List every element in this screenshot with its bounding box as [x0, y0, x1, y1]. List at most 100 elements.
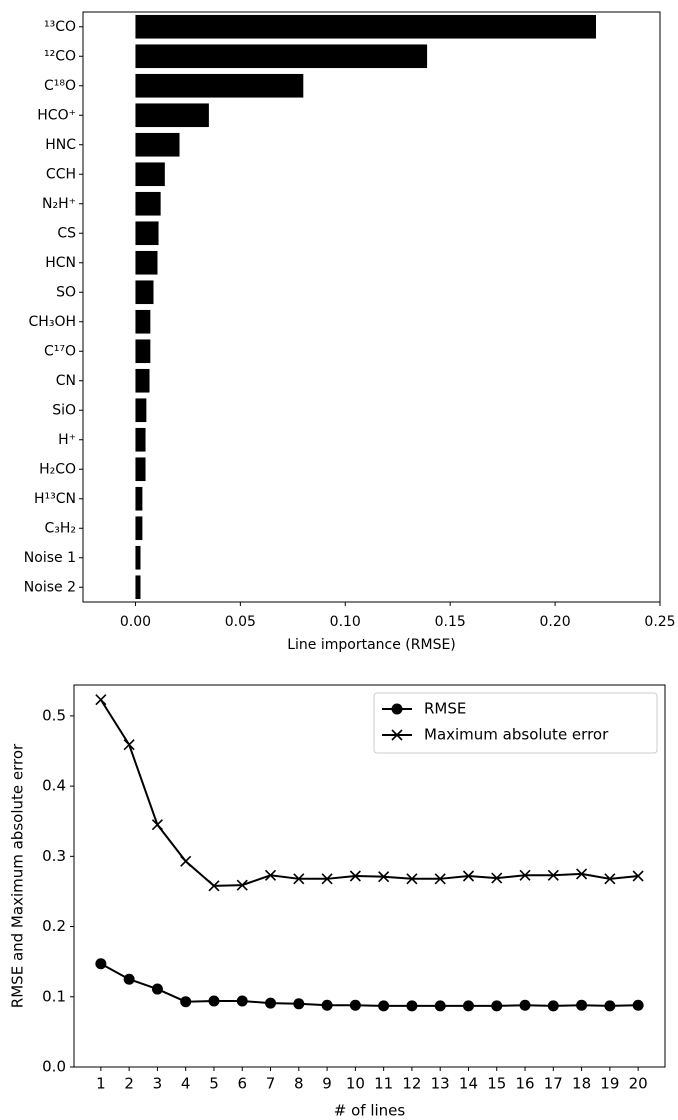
marker	[491, 1000, 503, 1012]
y-tick-label: C¹⁷O	[44, 343, 76, 359]
y-tick-label: 0.0	[42, 1058, 66, 1076]
y-tick-label: CCH	[46, 166, 76, 182]
x-axis-label: Line importance (RMSE)	[287, 637, 456, 653]
marker	[547, 869, 559, 881]
marker	[632, 999, 644, 1011]
marker	[462, 870, 475, 882]
marker	[434, 873, 446, 885]
bar	[135, 132, 180, 157]
marker	[519, 869, 531, 881]
bar	[135, 191, 161, 216]
y-tick-label: C₃H₂	[44, 520, 76, 536]
bar	[135, 221, 159, 246]
marker	[547, 1000, 559, 1012]
marker	[264, 869, 277, 881]
bar	[135, 368, 150, 393]
marker	[95, 958, 107, 970]
x-tick-label: 0.20	[540, 614, 571, 630]
marker	[208, 880, 220, 892]
x-tick-label: 16	[515, 1075, 534, 1093]
bar	[135, 280, 154, 305]
x-tick-label: 2	[124, 1075, 134, 1093]
x-tick-label: 6	[237, 1075, 247, 1093]
y-tick-label: CH₃OH	[29, 314, 76, 330]
marker	[604, 873, 616, 885]
marker	[123, 973, 135, 985]
bar	[135, 486, 143, 511]
x-tick-label: 7	[266, 1075, 276, 1093]
bar	[135, 309, 151, 334]
legend-label: RMSE	[424, 700, 466, 718]
x-tick-label: 0.05	[225, 614, 256, 630]
y-tick-label: ¹³CO	[44, 19, 76, 35]
y-tick-label: C¹⁸O	[44, 78, 76, 94]
y-axis-label: RMSE and Maximum absolute error	[9, 743, 27, 1008]
bar	[135, 457, 146, 482]
y-tick-label: Noise 2	[24, 579, 76, 595]
plot-frame	[73, 684, 666, 1068]
marker	[151, 983, 163, 995]
x-tick-label: 0.15	[435, 614, 466, 630]
marker	[406, 1000, 418, 1012]
y-tick-label: H¹³CN	[34, 491, 76, 507]
x-tick-label: 19	[600, 1075, 619, 1093]
marker	[293, 873, 305, 885]
y-tick-label: HCN	[45, 255, 76, 271]
marker	[378, 871, 390, 883]
marker	[151, 819, 163, 831]
plot-frame	[82, 11, 661, 603]
marker	[321, 999, 333, 1011]
x-tick-label: 9	[322, 1075, 332, 1093]
x-tick-label: 15	[487, 1075, 506, 1093]
y-tick-label: 0.2	[42, 917, 66, 935]
bar	[135, 250, 158, 275]
x-tick-label: 8	[294, 1075, 304, 1093]
x-tick-label: 10	[346, 1075, 365, 1093]
marker	[123, 739, 135, 751]
x-tick-label: 0.00	[120, 614, 151, 630]
marker	[208, 995, 220, 1007]
marker	[391, 703, 403, 715]
marker	[462, 1000, 474, 1012]
marker	[293, 998, 305, 1010]
bar	[135, 575, 141, 600]
x-tick-label: 0.10	[330, 614, 361, 630]
x-tick-label: 12	[402, 1075, 421, 1093]
y-tick-label: Noise 1	[24, 550, 76, 566]
x-tick-label: 4	[181, 1075, 191, 1093]
bar	[135, 44, 428, 69]
marker	[236, 879, 248, 891]
marker	[434, 1000, 446, 1012]
y-tick-label: 0.3	[42, 847, 66, 865]
x-tick-label: 5	[209, 1075, 219, 1093]
y-tick-label: CN	[56, 373, 76, 389]
marker	[519, 999, 531, 1011]
marker	[604, 1000, 616, 1012]
y-tick-label: SiO	[52, 402, 76, 418]
x-tick-label: 0.25	[644, 614, 675, 630]
x-tick-label: 14	[459, 1075, 478, 1093]
y-tick-label: HCO⁺	[37, 107, 76, 123]
y-tick-label: 0.5	[42, 706, 66, 724]
y-tick-label: H₂CO	[39, 461, 76, 477]
x-tick-label: 11	[374, 1075, 393, 1093]
marker	[180, 996, 192, 1008]
x-tick-label: 18	[572, 1075, 591, 1093]
marker	[180, 855, 192, 867]
x-tick-label: 3	[153, 1075, 163, 1093]
x-axis-label: # of lines	[334, 1102, 406, 1120]
bar	[135, 14, 597, 39]
marker	[95, 694, 107, 706]
y-tick-label: CS	[57, 225, 76, 241]
bar	[135, 73, 304, 98]
marker	[349, 999, 361, 1011]
bar	[135, 103, 209, 128]
bar	[135, 427, 146, 452]
x-tick-label: 13	[431, 1075, 450, 1093]
y-tick-label: HNC	[45, 137, 76, 153]
y-tick-label: 0.4	[42, 777, 66, 795]
x-tick-label: 1	[96, 1075, 106, 1093]
marker	[265, 997, 277, 1009]
marker	[576, 868, 588, 880]
